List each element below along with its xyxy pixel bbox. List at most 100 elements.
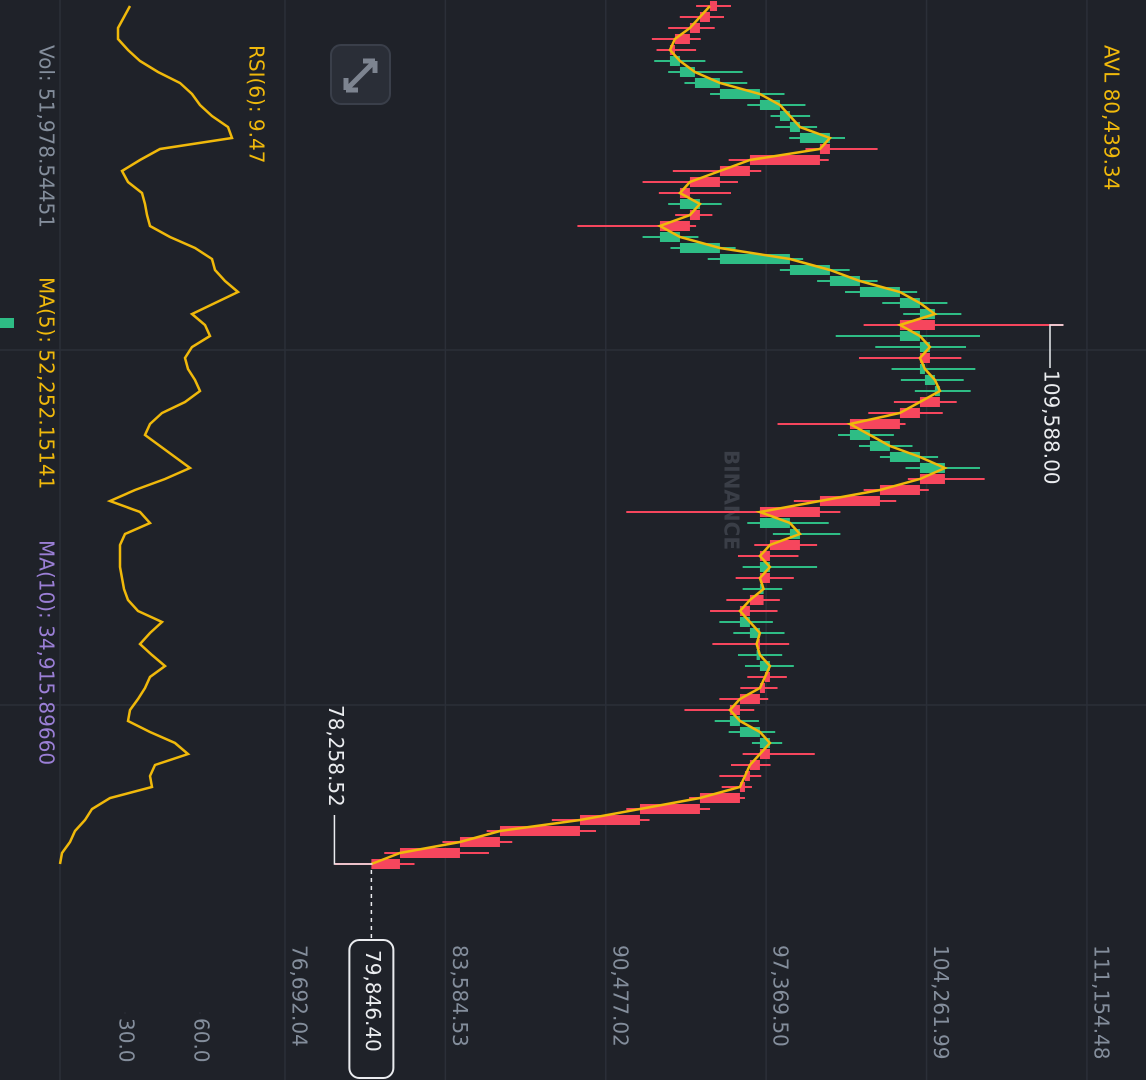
candle-body [729, 716, 740, 726]
candle-body [709, 1, 718, 11]
candle-body [371, 859, 400, 869]
candle-body [759, 661, 770, 671]
y-tick-label: 83,584.53 [448, 945, 472, 1047]
y-tick-label: 97,369.50 [769, 945, 793, 1047]
candle-body [919, 364, 925, 374]
watermark: BINANCE [720, 450, 744, 550]
candle-body [756, 639, 760, 649]
candle-body [674, 34, 690, 44]
candle-body [749, 760, 760, 770]
candle-body [919, 474, 945, 484]
candle-body [749, 155, 820, 165]
candle-body [739, 727, 760, 737]
candle-body [719, 89, 760, 99]
candle-body [679, 199, 700, 209]
ma10-indicator: MA(10): 34,915.89660 [35, 540, 59, 765]
candle-body [849, 430, 870, 440]
candle-body [756, 650, 760, 660]
vol-indicator: Vol: 51,978.54451 [35, 45, 59, 228]
candle-body [789, 265, 830, 275]
candle-body [869, 441, 890, 451]
candle-body [759, 507, 820, 517]
candle-body [679, 188, 690, 198]
candle-body [739, 606, 750, 616]
ma5-indicator: MA(5): 52,252.15141 [35, 277, 59, 489]
candle-body [639, 804, 700, 814]
last-price-label: 79,846.40 [361, 950, 385, 1052]
candle-body [689, 23, 700, 33]
candle-body [744, 771, 750, 781]
candle-body [759, 573, 770, 583]
candle-body [699, 793, 740, 803]
candle-body [919, 342, 930, 352]
candle-body [719, 254, 790, 264]
rsi-tick-label: 30.0 [115, 1018, 139, 1063]
candle-body [919, 309, 935, 319]
candle-body [779, 111, 790, 121]
candle-body [799, 133, 830, 143]
volume-bar [0, 318, 14, 328]
candle-body [764, 672, 770, 682]
candle-body [789, 529, 800, 539]
candle-body [499, 826, 580, 836]
fullscreen-button[interactable] [330, 44, 391, 105]
candle-body [859, 287, 900, 297]
candle-body [819, 144, 830, 154]
candle-body [879, 485, 920, 495]
candle-body [679, 243, 720, 253]
rsi-indicator: RSI(6): 9.47 [245, 45, 269, 163]
candle-body [759, 100, 780, 110]
candle-body [739, 782, 745, 792]
candle-body [689, 210, 700, 220]
candle-body [759, 738, 770, 748]
avl-indicator: AVL 80,439.34 [1100, 45, 1124, 190]
candle-body [399, 848, 460, 858]
candle-body [659, 221, 690, 231]
low-label: 78,258.52 [324, 705, 348, 807]
candle-body [749, 595, 764, 605]
candle-body [759, 551, 770, 561]
candle-body [924, 375, 935, 385]
low-leader [333, 815, 373, 865]
candle-body [699, 12, 710, 22]
candle-body [579, 815, 640, 825]
candle-body [899, 408, 920, 418]
candle-body [899, 320, 935, 330]
candle-body [739, 694, 760, 704]
candle-body [679, 67, 695, 77]
candle-body [759, 683, 765, 693]
y-tick-label: 76,692.04 [287, 945, 311, 1047]
candle-body [669, 45, 675, 55]
candle-body [459, 837, 500, 847]
last-price-box [348, 939, 395, 1079]
candle-body [899, 298, 920, 308]
y-tick-label: 90,477.02 [608, 945, 632, 1047]
candle-body [694, 78, 720, 88]
candle-body [749, 628, 760, 638]
candle-body [889, 452, 920, 462]
candle-body [669, 56, 680, 66]
high-label: 109,588.00 [1040, 370, 1064, 485]
candle-body [829, 276, 860, 286]
candle-body [899, 331, 920, 341]
candle-body [739, 617, 750, 627]
y-tick-label: 111,154.48 [1089, 945, 1113, 1060]
candle-body [689, 177, 720, 187]
candle-body [919, 463, 945, 473]
candle-body [729, 705, 740, 715]
high-leader [1049, 324, 1064, 368]
rsi-tick-label: 60.0 [190, 1018, 214, 1063]
candle-body [849, 419, 900, 429]
ma-line [370, 5, 949, 866]
candle-body [789, 122, 800, 132]
candle-body [819, 496, 880, 506]
candle-body [659, 232, 680, 242]
candle-body [919, 397, 940, 407]
y-tick-label: 104,261.99 [929, 945, 953, 1060]
expand-icon[interactable] [343, 58, 378, 93]
candle-body [719, 166, 750, 176]
candle-body [759, 518, 790, 528]
